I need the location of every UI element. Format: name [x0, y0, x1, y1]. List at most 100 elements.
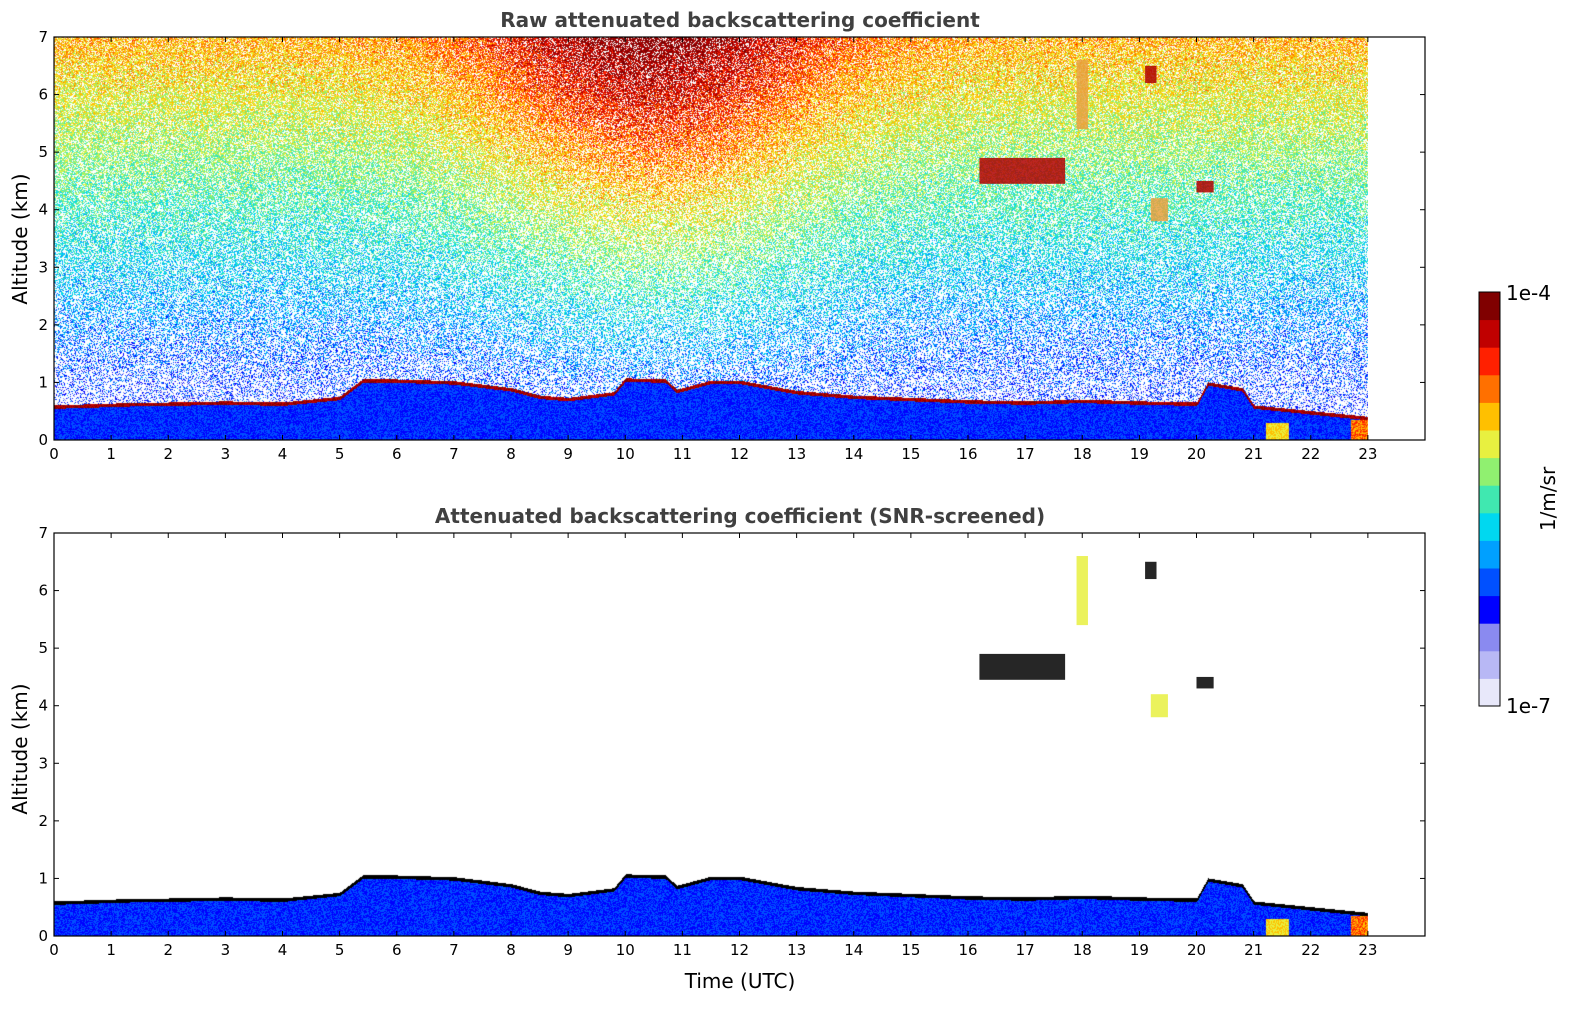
x-tick-label: 2 [163, 941, 173, 959]
y-tick-label: 5 [38, 143, 48, 161]
cloud-feature [979, 157, 1066, 184]
y-tick-label: 1 [38, 373, 48, 391]
x-tick-label: 7 [449, 445, 459, 463]
y-tick-label: 6 [38, 582, 48, 600]
colorbar: 1e-4 1e-7 1/m/sr [1478, 281, 1560, 718]
colorbar-step [1479, 678, 1500, 707]
x-tick-label: 8 [506, 941, 516, 959]
colorbar-unit-label: 1/m/sr [1536, 466, 1560, 531]
y-tick-label: 4 [38, 697, 48, 715]
cloud-feature [1076, 556, 1088, 626]
x-tick-label: 3 [221, 445, 231, 463]
x-tick-label: 9 [563, 445, 573, 463]
colorbar-gradient [1479, 292, 1500, 707]
y-tick-label: 2 [38, 812, 48, 830]
y-tick-label: 7 [38, 524, 48, 542]
x-tick-label: 12 [730, 941, 749, 959]
bottom-axis-ticks: 0 1 2 3 4 5 6 7 8 9 10 11 12 13 14 15 16 17 18 19 20 21 22 2301… [38, 524, 1425, 959]
bottom-panel-title: Attenuated backscattering coefficient (S… [435, 504, 1045, 528]
x-tick-label: 4 [278, 445, 288, 463]
x-tick-label: 21 [1244, 941, 1263, 959]
top-panel-title: Raw attenuated backscattering coefficien… [500, 8, 980, 32]
colorbar-step [1479, 374, 1500, 403]
colorbar-step [1479, 292, 1500, 321]
x-tick-label: 6 [392, 445, 402, 463]
x-tick-label: 17 [1016, 941, 1035, 959]
x-tick-label: 11 [673, 445, 692, 463]
x-tick-label: 0 [49, 941, 59, 959]
x-tick-label: 10 [616, 941, 635, 959]
colorbar-step [1479, 595, 1500, 624]
cloud-feature [1196, 180, 1214, 193]
colorbar-min-label: 1e-7 [1506, 694, 1551, 718]
cloud-feature [1196, 676, 1214, 689]
x-tick-label: 10 [616, 445, 635, 463]
x-tick-label: 23 [1358, 941, 1377, 959]
x-tick-label: 14 [844, 941, 863, 959]
top-y-axis-label: Altitude (km) [8, 173, 32, 304]
bottom-x-axis-label: Time (UTC) [684, 969, 796, 993]
y-tick-label: 0 [38, 431, 48, 449]
bottom-heatmap [54, 533, 1368, 936]
x-tick-label: 18 [1073, 445, 1092, 463]
x-tick-label: 12 [730, 445, 749, 463]
cloud-feature [1145, 65, 1157, 84]
colorbar-step [1479, 402, 1500, 431]
x-tick-label: 16 [958, 445, 977, 463]
x-tick-label: 3 [221, 941, 231, 959]
colorbar-step [1479, 623, 1500, 652]
bottom-y-axis-label: Altitude (km) [8, 683, 32, 814]
x-tick-label: 21 [1244, 445, 1263, 463]
top-axis-ticks: 0 1 2 3 4 5 6 7 8 9 10 11 12 13 14 15 16 17 18 19 20 21 22 2301… [38, 28, 1425, 463]
x-tick-label: 20 [1187, 445, 1206, 463]
x-tick-label: 17 [1016, 445, 1035, 463]
colorbar-step [1479, 319, 1500, 348]
cloud-feature [1076, 60, 1088, 130]
x-tick-label: 15 [901, 445, 920, 463]
x-tick-label: 13 [787, 941, 806, 959]
screened-backscatter-panel: Attenuated backscattering coefficient (S… [8, 504, 1426, 993]
x-tick-label: 5 [335, 941, 345, 959]
x-tick-label: 8 [506, 445, 516, 463]
y-tick-label: 3 [38, 754, 48, 772]
x-tick-label: 1 [106, 445, 116, 463]
y-tick-label: 1 [38, 869, 48, 887]
x-tick-label: 1 [106, 941, 116, 959]
x-tick-label: 5 [335, 445, 345, 463]
x-tick-label: 13 [787, 445, 806, 463]
x-tick-label: 15 [901, 941, 920, 959]
y-tick-label: 2 [38, 316, 48, 334]
colorbar-step [1479, 650, 1500, 679]
x-tick-label: 19 [1130, 941, 1149, 959]
cloud-feature [979, 653, 1066, 680]
heatmap-raster [54, 37, 1368, 440]
colorbar-frame [1478, 291, 1501, 707]
colorbar-max-label: 1e-4 [1506, 281, 1551, 305]
x-tick-label: 14 [844, 445, 863, 463]
x-tick-label: 16 [958, 941, 977, 959]
x-tick-label: 7 [449, 941, 459, 959]
x-tick-label: 2 [163, 445, 173, 463]
x-tick-label: 4 [278, 941, 288, 959]
heatmap-raster [54, 533, 1368, 936]
y-tick-label: 3 [38, 258, 48, 276]
y-tick-label: 6 [38, 86, 48, 104]
x-tick-label: 18 [1073, 941, 1092, 959]
y-tick-label: 7 [38, 28, 48, 46]
x-tick-label: 22 [1301, 941, 1320, 959]
colorbar-step [1479, 540, 1500, 569]
colorbar-step [1479, 430, 1500, 459]
colorbar-step [1479, 457, 1500, 486]
x-tick-label: 19 [1130, 445, 1149, 463]
x-tick-label: 0 [49, 445, 59, 463]
cloud-feature [1145, 561, 1157, 580]
raw-backscatter-panel: Raw attenuated backscattering coefficien… [8, 8, 1426, 463]
y-tick-label: 0 [38, 927, 48, 945]
x-tick-label: 9 [563, 941, 573, 959]
colorbar-step [1479, 485, 1500, 514]
colorbar-step [1479, 347, 1500, 376]
colorbar-step [1479, 512, 1500, 541]
x-tick-label: 11 [673, 941, 692, 959]
y-tick-label: 5 [38, 639, 48, 657]
